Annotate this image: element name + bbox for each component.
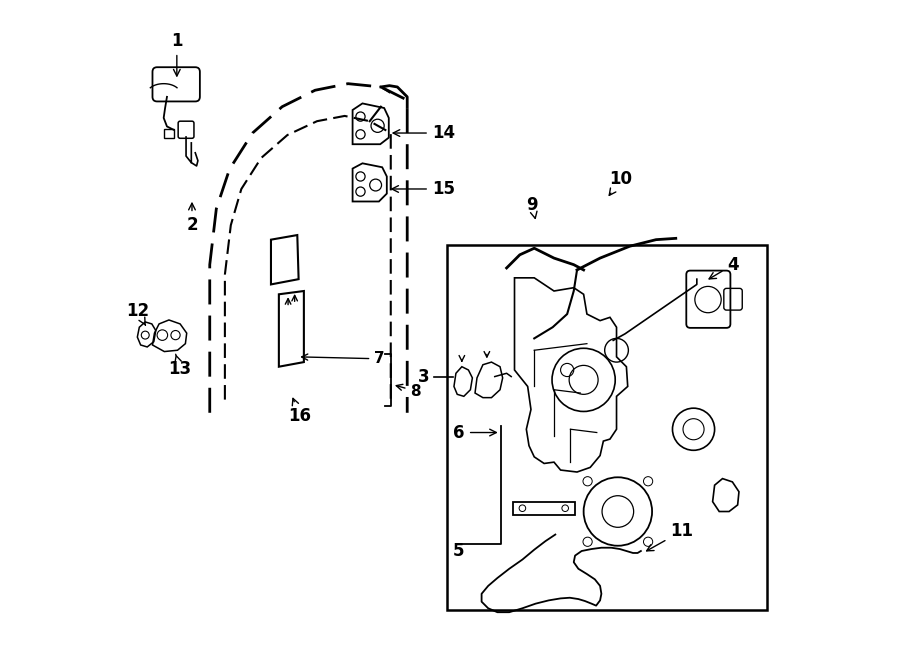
Text: 12: 12 — [126, 302, 148, 325]
Text: 14: 14 — [393, 124, 455, 142]
Text: 11: 11 — [646, 522, 693, 551]
Text: 15: 15 — [392, 180, 454, 198]
Text: 4: 4 — [709, 256, 739, 279]
Bar — [446, 245, 768, 610]
Text: 13: 13 — [168, 354, 192, 377]
Text: 2: 2 — [186, 203, 198, 234]
Text: 10: 10 — [609, 170, 633, 196]
Text: 5: 5 — [453, 542, 464, 560]
Text: 7: 7 — [302, 351, 385, 366]
Bar — [164, 129, 175, 137]
Text: 3: 3 — [418, 368, 429, 385]
Text: 1: 1 — [171, 32, 183, 76]
Text: 9: 9 — [526, 196, 538, 218]
Text: 16: 16 — [288, 399, 311, 425]
Bar — [512, 502, 575, 515]
Text: 8: 8 — [396, 383, 421, 399]
Text: 6: 6 — [454, 424, 497, 442]
